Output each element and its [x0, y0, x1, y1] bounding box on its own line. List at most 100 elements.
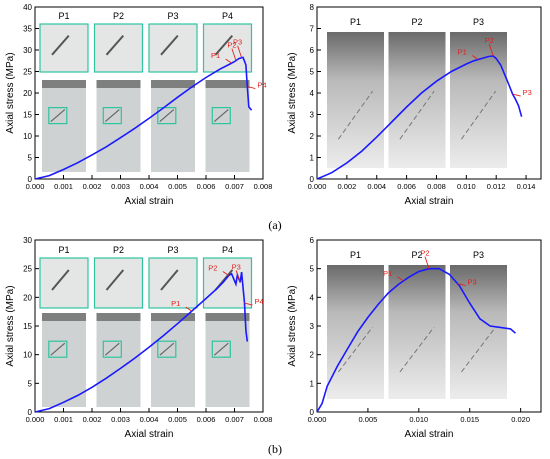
stage-photo-1: P1 [39, 11, 89, 172]
stage-photo-2: P2 [93, 11, 144, 172]
y-axis-label: Axial stress (MPa) [287, 52, 298, 133]
stage-marker-arrow [457, 283, 466, 287]
y-tick-label: 0 [28, 408, 33, 417]
specimen-photo [388, 32, 446, 168]
stage-marker-label: P4 [254, 297, 263, 306]
x-tick-label: 0.006 [397, 182, 416, 191]
specimen-platen [42, 80, 86, 88]
x-tick-label: 0.015 [460, 415, 479, 424]
y-tick-label: 15 [23, 322, 32, 331]
stage-photo-3: P3 [148, 245, 198, 407]
y-tick-label: 35 [23, 25, 32, 34]
specimen-body [42, 80, 86, 172]
specimen-platen [96, 313, 141, 321]
x-tick-label: 0.005 [359, 415, 378, 424]
inset-marker-box [48, 340, 68, 358]
stage-photo-4: P4 [202, 245, 253, 407]
stage-label: P3 [167, 245, 178, 255]
crack-line [338, 326, 373, 373]
crack-line [213, 342, 229, 356]
crack-line [214, 34, 234, 56]
x-tick-label: 0.010 [457, 182, 476, 191]
stage-photo-4: P4 [202, 11, 253, 172]
stage-label: P3 [473, 250, 484, 260]
crack-line [399, 90, 435, 140]
stage-photo-2: P2 [93, 245, 144, 407]
inset-marker-box [157, 106, 177, 125]
stage-marker-arrow [185, 306, 192, 312]
y-tick-label: 2 [310, 132, 315, 141]
stage-marker-label: P1 [458, 47, 467, 56]
specimen-body [96, 313, 141, 407]
caption-b: (b) [268, 442, 282, 456]
stage-photo-3: P3 [148, 11, 198, 172]
y-tick-label: 5 [28, 379, 33, 388]
x-tick-label: 0.014 [517, 182, 536, 191]
y-tick-label: 3 [310, 111, 315, 120]
chart-a-right: P1 P2 P30.000 0.002 0.004 0.006 0.008 0.010 0.01… [287, 3, 542, 207]
stage-marker-label: P4 [257, 81, 266, 90]
stress-strain-curve [316, 267, 517, 413]
inset-marker-box [211, 106, 231, 125]
specimen-platen [96, 80, 141, 88]
x-tick-label: 0.007 [225, 415, 244, 424]
x-tick-label: 0.004 [140, 415, 159, 424]
y-tick-label: 30 [23, 236, 32, 245]
specimen-photo [327, 265, 384, 399]
stage-marker-arrow [235, 270, 241, 283]
x-tick-label: 0.005 [168, 415, 187, 424]
stage-inset-frame [148, 23, 198, 73]
x-tick-label: 0.007 [225, 182, 244, 191]
stage-label: P1 [350, 17, 361, 27]
x-tick-label: 0.006 [197, 415, 216, 424]
inset-marker-box [48, 106, 68, 125]
stage-label: P1 [58, 245, 69, 255]
x-tick-label: 0.010 [409, 415, 428, 424]
x-axis-label: Axial strain [405, 196, 454, 207]
y-tick-label: 6 [310, 236, 315, 245]
y-tick-label: 10 [23, 132, 32, 141]
stage-label: P2 [411, 17, 422, 27]
y-tick-label: 3 [310, 322, 315, 331]
y-tick-label: 1 [310, 379, 315, 388]
x-tick-label: 0.002 [83, 415, 102, 424]
stage-inset-frame [39, 23, 89, 73]
x-tick-label: 0.000 [26, 182, 45, 191]
x-tick-label: 0.008 [427, 182, 446, 191]
inset-marker-box [211, 340, 231, 358]
crack-line [50, 109, 66, 123]
y-tick-label: 40 [23, 3, 32, 12]
x-tick-label: 0.000 [308, 182, 327, 191]
specimen-body [205, 313, 250, 407]
stage-photo-1: P1 [39, 245, 89, 407]
y-tick-label: 6 [310, 46, 315, 55]
y-tick-label: 25 [23, 265, 32, 274]
stage-photo-1: P1 [327, 17, 384, 168]
x-axis-label: Axial strain [405, 429, 454, 440]
crack-line [337, 90, 374, 140]
crack-line [399, 326, 435, 373]
stage-inset-frame [39, 257, 89, 309]
stage-marker-label: P1 [211, 51, 220, 60]
stage-label: P1 [350, 250, 361, 260]
stage-marker-arrow [512, 93, 521, 97]
x-tick-label: 0.008 [254, 415, 273, 424]
stage-photo-3: P3 [450, 17, 507, 168]
specimen-photo [388, 265, 446, 399]
stage-marker-label: P3 [523, 88, 532, 97]
stage-photo-2: P2 [388, 17, 446, 168]
crack-line [104, 109, 120, 123]
stage-marker-label: P3 [232, 262, 241, 271]
x-tick-label: 0.020 [511, 415, 530, 424]
crack-line [51, 34, 70, 56]
specimen-photo [327, 32, 384, 168]
x-tick-label: 0.008 [254, 182, 273, 191]
y-tick-label: 0 [310, 408, 315, 417]
y-tick-label: 5 [28, 154, 33, 163]
x-axis-label: Axial strain [125, 196, 174, 207]
specimen-body [96, 80, 141, 172]
stage-label: P2 [113, 11, 124, 21]
crack-line [461, 326, 496, 373]
crack-line [105, 269, 125, 291]
